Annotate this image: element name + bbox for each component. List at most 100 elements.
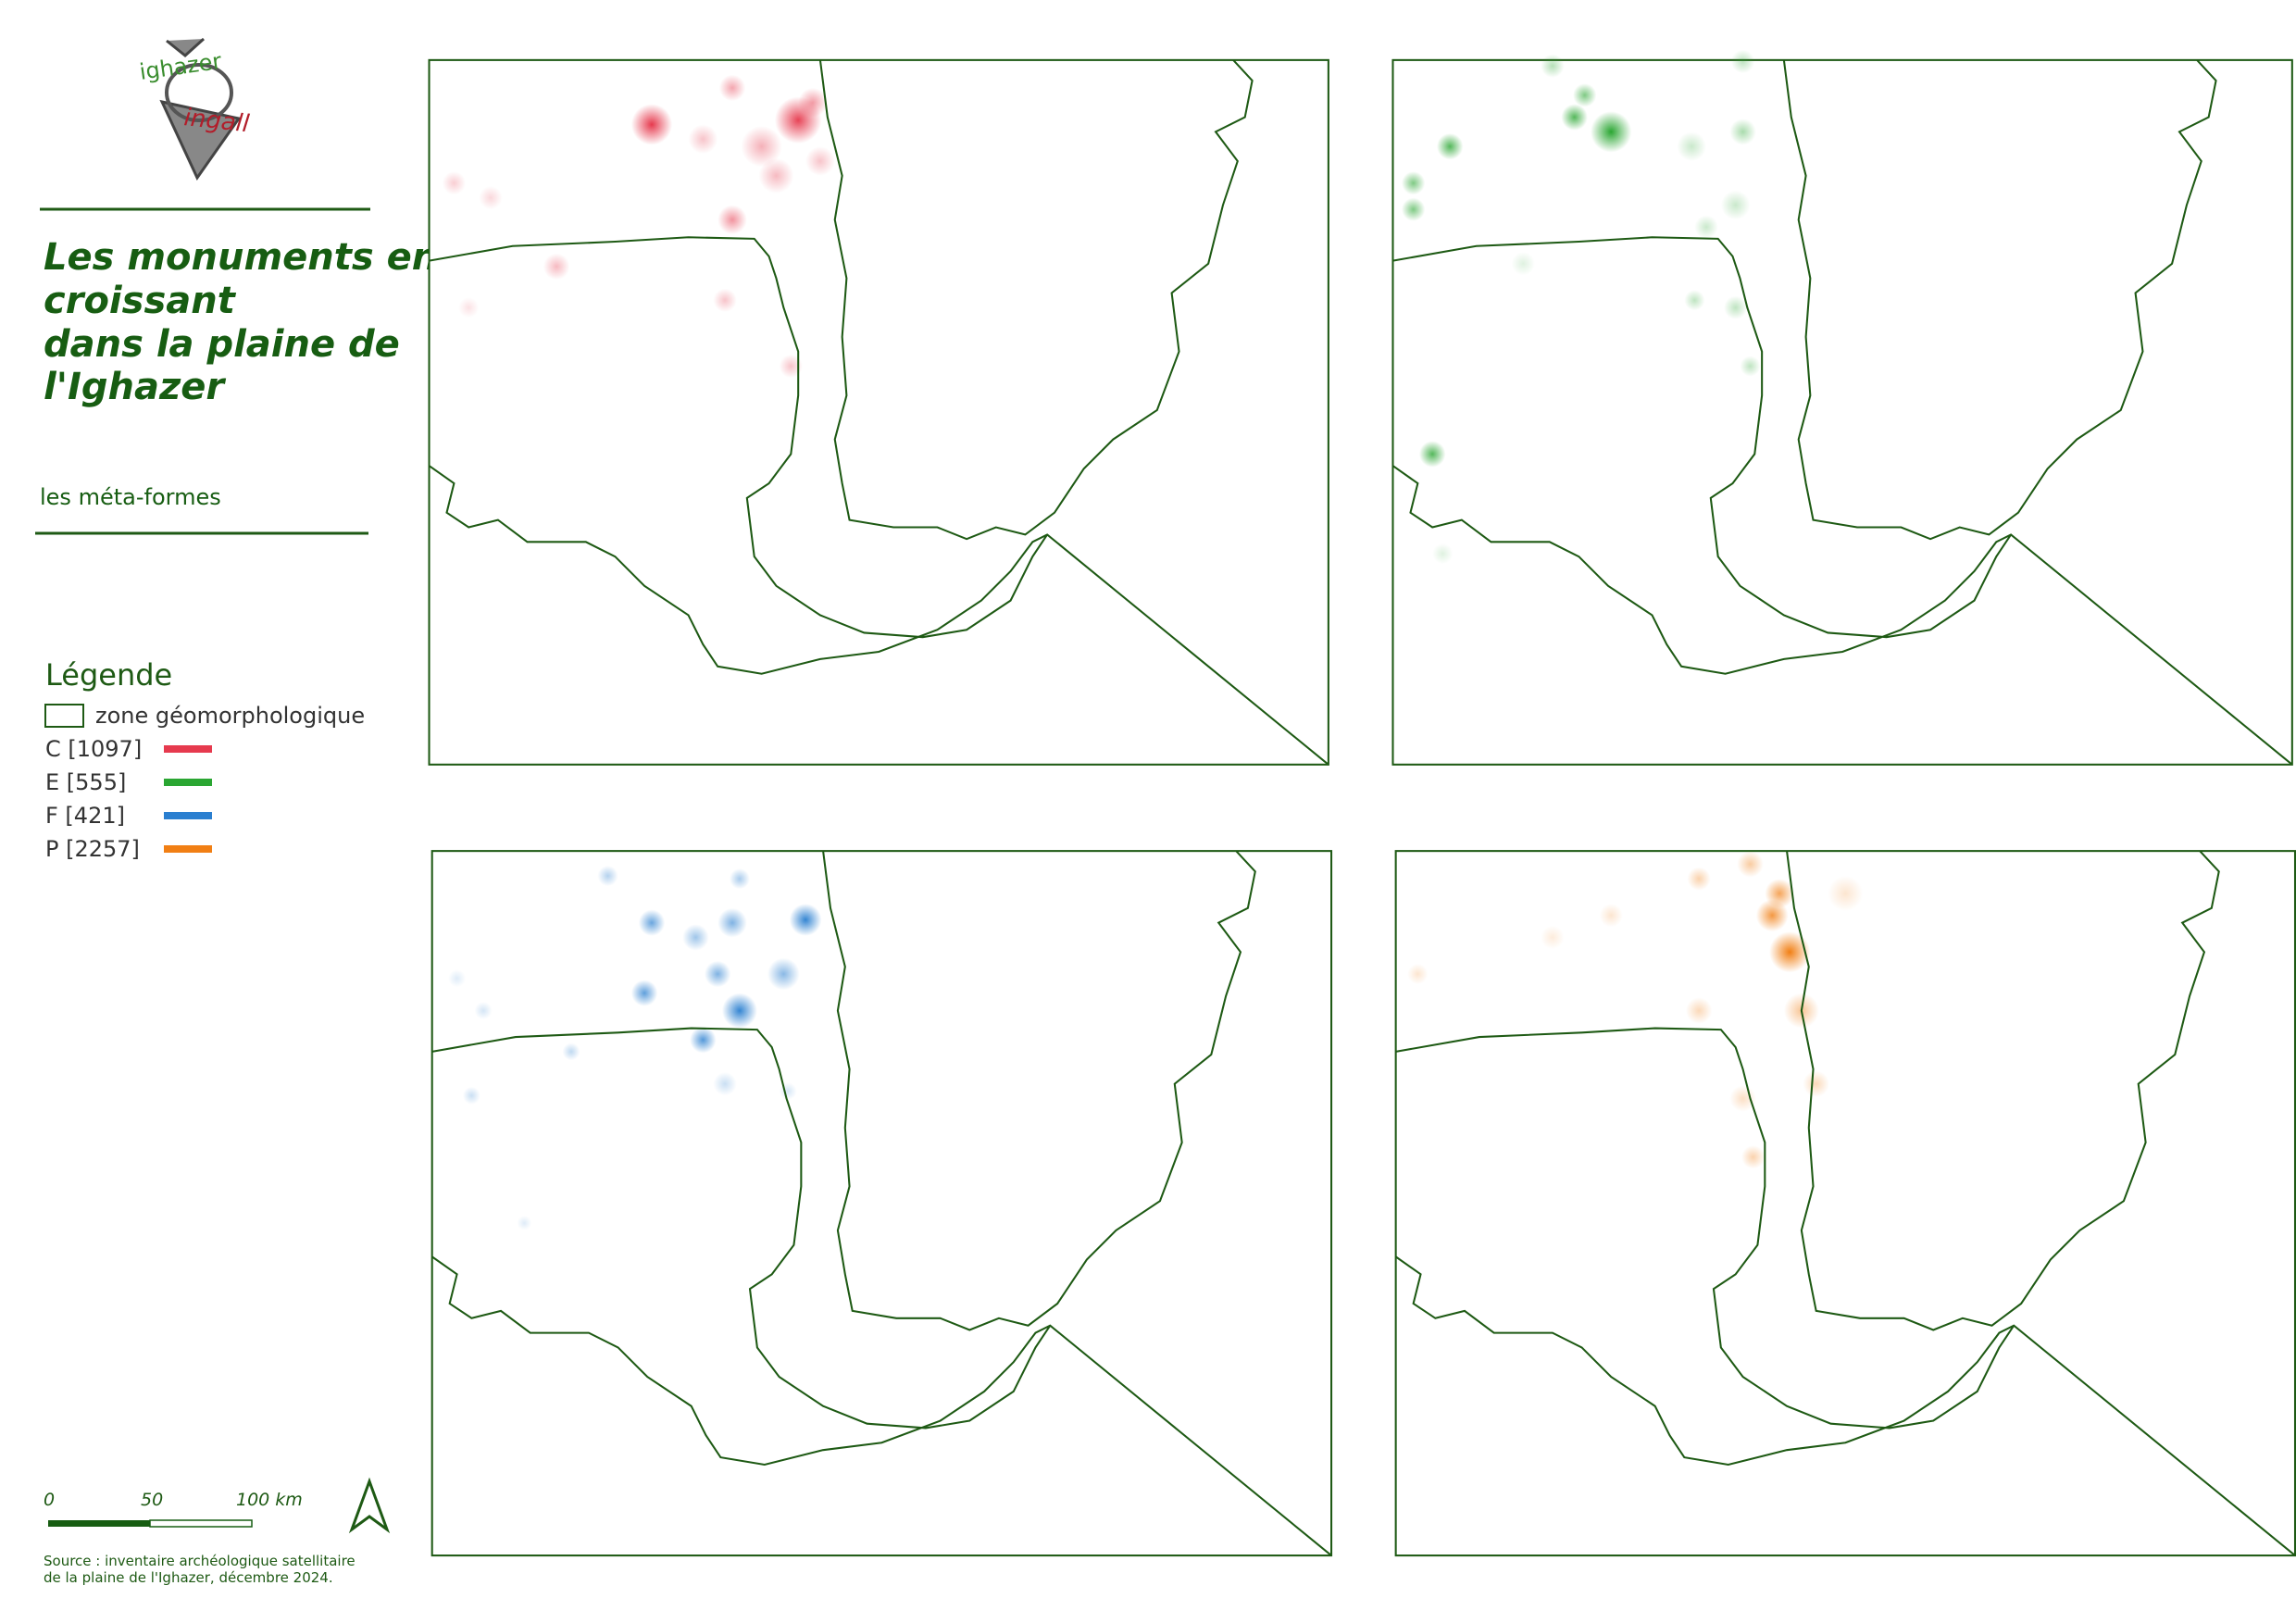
density-blob: [1729, 119, 1756, 145]
density-blob: [1803, 1070, 1829, 1097]
density-blob: [462, 1086, 480, 1105]
logo-text: ighazer: [138, 48, 223, 85]
logo-text: ingall: [182, 104, 251, 138]
density-blob: [1511, 252, 1535, 276]
density-blob: [1724, 295, 1748, 319]
subtitle: les méta-formes: [40, 484, 221, 510]
legend-label: zone géomorphologique: [95, 703, 365, 729]
legend-label: C [1097]: [45, 736, 142, 762]
panel-frame: [430, 850, 1333, 1557]
density-blob: [597, 865, 618, 887]
density-blob: [562, 1042, 580, 1061]
density-blob: [798, 87, 828, 118]
logo: ighazer ingall: [138, 37, 251, 181]
panel-frame: [428, 58, 1329, 766]
density-blob: [1599, 904, 1623, 928]
density-blob: [1694, 215, 1718, 239]
density-blob: [448, 969, 467, 988]
scale-segment: [149, 1519, 253, 1528]
scale-segment: [48, 1520, 150, 1527]
title-line: dans la plaine de: [44, 323, 400, 366]
legend-swatch: [44, 704, 84, 728]
density-blob: [517, 1216, 532, 1230]
density-blob: [718, 74, 746, 102]
density-blob: [688, 124, 718, 155]
density-blob: [1684, 290, 1705, 311]
density-blob: [805, 146, 835, 176]
panel-frame: [1394, 850, 2296, 1557]
density-blob: [1828, 876, 1864, 912]
density-blob: [638, 909, 666, 936]
legend-label: F [421]: [45, 803, 125, 829]
legend-color: [164, 779, 212, 786]
map-panel: [1391, 49, 2293, 766]
density-blob: [543, 253, 570, 281]
density-blob: [729, 868, 750, 890]
density-blob: [789, 904, 822, 936]
density-blob: [1720, 190, 1751, 220]
density-blob: [1541, 925, 1565, 950]
density-blob: [1730, 49, 1755, 74]
scale-label: 0: [44, 1490, 55, 1510]
legend-color: [164, 845, 212, 853]
density-blob: [779, 354, 803, 379]
density-blob: [713, 1072, 737, 1096]
density-blob: [741, 126, 782, 168]
source: de la plaine de l'Ighazer, décembre 2024…: [44, 1569, 333, 1586]
density-blob: [458, 297, 480, 318]
logo-icon: [159, 37, 242, 181]
map-panel: [428, 58, 1329, 766]
density-blob: [718, 205, 747, 235]
density-blob: [1436, 132, 1464, 160]
density-blob: [1401, 171, 1426, 195]
legend-label: P [2257]: [45, 836, 140, 862]
density-blob: [713, 288, 737, 312]
title-line: croissant: [44, 280, 237, 322]
density-blob: [1687, 867, 1711, 891]
north-arrow: [348, 1477, 391, 1534]
panel-frame: [1391, 58, 2293, 766]
density-blob: [1401, 197, 1426, 221]
density-blob: [1407, 963, 1429, 985]
title-line: l'Ighazer: [44, 366, 226, 408]
source: Source : inventaire archéologique satell…: [44, 1553, 356, 1569]
title-line: Les monuments en: [44, 236, 438, 279]
legend-color: [164, 745, 212, 753]
density-blob: [1729, 1085, 1756, 1112]
density-blob: [1573, 83, 1597, 107]
density-blob: [1737, 851, 1764, 878]
scale-label: 100 km: [236, 1490, 303, 1510]
density-blob: [718, 907, 747, 938]
density-blob: [1685, 997, 1713, 1024]
density-blob: [630, 104, 673, 145]
map-panel: [430, 850, 1333, 1557]
density-blob: [1769, 931, 1811, 973]
density-blob: [1677, 131, 1707, 162]
density-blob: [479, 185, 503, 210]
legend-color: [164, 812, 212, 819]
density-blob: [1561, 104, 1588, 131]
density-blob: [779, 1082, 797, 1101]
scale-bar: 0 50 100 km: [44, 1490, 303, 1528]
density-blob: [1591, 111, 1632, 153]
density-blob: [474, 1002, 493, 1020]
density-blob: [682, 924, 709, 951]
map-panel: [1394, 850, 2296, 1557]
density-blob: [1418, 441, 1446, 468]
density-blob: [1765, 879, 1794, 908]
density-blob: [1741, 1145, 1766, 1169]
scale-label: 50: [141, 1490, 163, 1510]
density-blob: [704, 960, 731, 988]
density-blob: [630, 980, 658, 1006]
density-blob: [442, 171, 467, 195]
density-blob: [1541, 54, 1565, 78]
density-blob: [758, 157, 794, 194]
density-blob: [1740, 356, 1761, 377]
density-blob: [721, 993, 757, 1029]
legend: Légende zone géomorphologique C [1097] E …: [44, 657, 365, 862]
density-blob: [767, 957, 800, 991]
density-blob: [690, 1026, 717, 1054]
density-blob: [1432, 543, 1454, 565]
legend-label: E [555]: [45, 769, 126, 795]
